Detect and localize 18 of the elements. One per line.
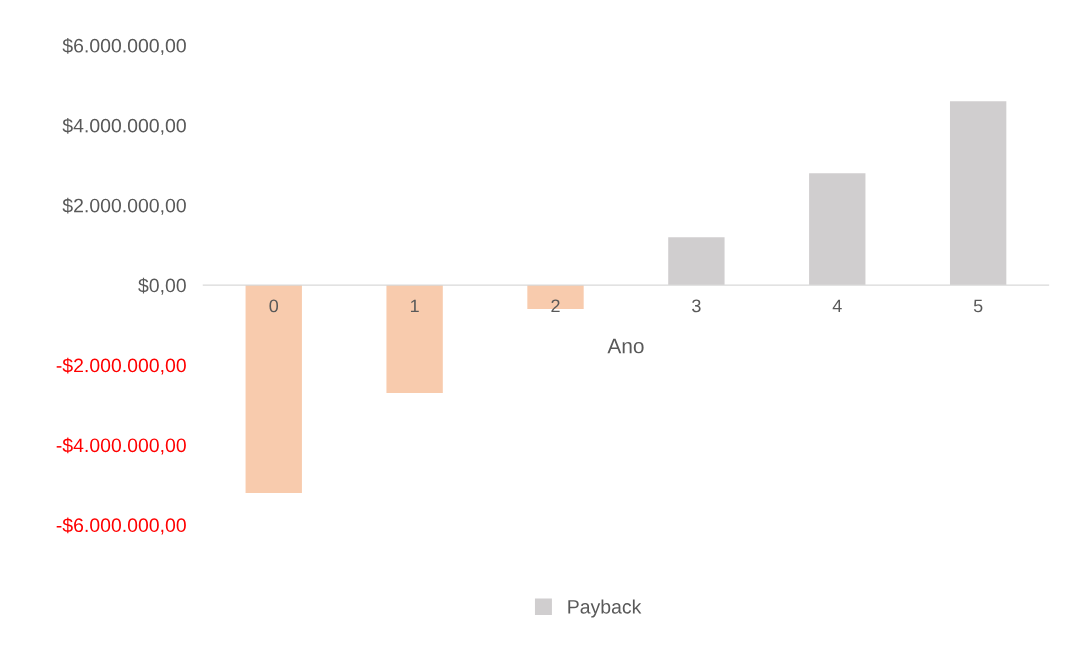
x-tick-label: 4: [832, 299, 842, 313]
x-tick-label: 0: [269, 299, 279, 313]
y-tick-label: -$6.000.000,00: [56, 517, 186, 535]
legend-label: Payback: [568, 599, 642, 618]
bar: [527, 285, 584, 310]
x-axis-title: Ano: [607, 338, 644, 354]
y-tick-label: $6.000.000,00: [62, 38, 186, 55]
y-tick-label: -$2.000.000,00: [56, 357, 186, 375]
y-tick-label: $4.000.000,00: [62, 117, 186, 135]
x-tick-label: 5: [973, 299, 983, 313]
bar: [386, 285, 443, 394]
bar: [245, 285, 302, 493]
y-tick-label: -$4.000.000,00: [56, 437, 186, 455]
y-tick-label: $2.000.000,00: [62, 197, 186, 215]
x-tick-label: 3: [692, 299, 701, 313]
y-tick-label: $0,00: [138, 277, 186, 295]
x-tick-label: 1: [410, 299, 419, 313]
x-tick-label: 2: [551, 299, 560, 313]
